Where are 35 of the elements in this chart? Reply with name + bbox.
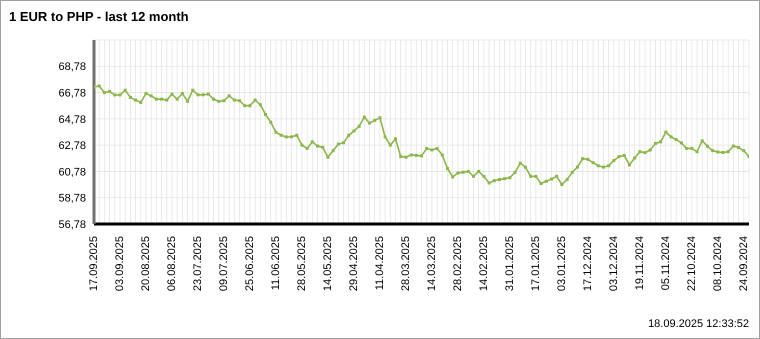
x-tick-label: 03.12.2024 <box>608 236 620 292</box>
y-tick-label: 60,78 <box>58 166 86 178</box>
text: 18.09.2025 12:33:52 <box>648 318 749 330</box>
x-tick-label: 06.08.2025 <box>166 236 178 292</box>
y-tick-label: 62,78 <box>58 140 86 152</box>
y-tick-label: 68,78 <box>58 61 86 74</box>
y-tick-label: 66,78 <box>58 87 86 100</box>
x-tick-label: 24.09.2024 <box>738 236 750 292</box>
x-tick-label: 03.01.2025 <box>556 236 568 292</box>
x-tick-label: 23.07.2025 <box>192 236 204 292</box>
x-tick-label: 14.03.2025 <box>426 236 438 292</box>
y-tick-label: 64,78 <box>58 114 86 126</box>
x-tick-label: 19.11.2024 <box>634 236 646 290</box>
x-tick-label: 20.08.2025 <box>140 236 152 292</box>
y-tick-label: 56,78 <box>58 218 86 231</box>
x-tick-label: 28.02.2025 <box>452 236 464 292</box>
y-tick-label: 58,78 <box>58 192 86 205</box>
chart-title: 1 EUR to PHP - last 12 month <box>9 9 189 24</box>
x-tick-label: 17.12.2024 <box>582 236 594 292</box>
x-tick-label: 11.06.2025 <box>270 236 282 290</box>
x-tick-label: 03.09.2025 <box>114 236 126 292</box>
x-tick-label: 28.05.2025 <box>296 236 308 292</box>
x-tick-label: 09.07.2025 <box>218 236 230 292</box>
x-tick-label: 29.04.2025 <box>348 236 360 292</box>
x-tick-label: 17.01.2025 <box>530 236 542 292</box>
x-tick-label: 14.02.2025 <box>478 236 490 292</box>
x-tick-label: 05.11.2024 <box>660 236 672 290</box>
x-tick-label: 14.05.2025 <box>322 236 334 292</box>
x-tick-label: 25.06.2025 <box>244 236 256 292</box>
x-tick-label: 28.03.2025 <box>400 236 412 292</box>
x-tick-label: 08.10.2024 <box>712 236 724 292</box>
x-tick-label: 31.01.2025 <box>504 236 516 292</box>
x-tick-label: 17.09.2025 <box>88 236 100 292</box>
x-tick-label: 11.04.2025 <box>374 236 386 290</box>
x-tick-label: 22.10.2024 <box>686 236 698 292</box>
